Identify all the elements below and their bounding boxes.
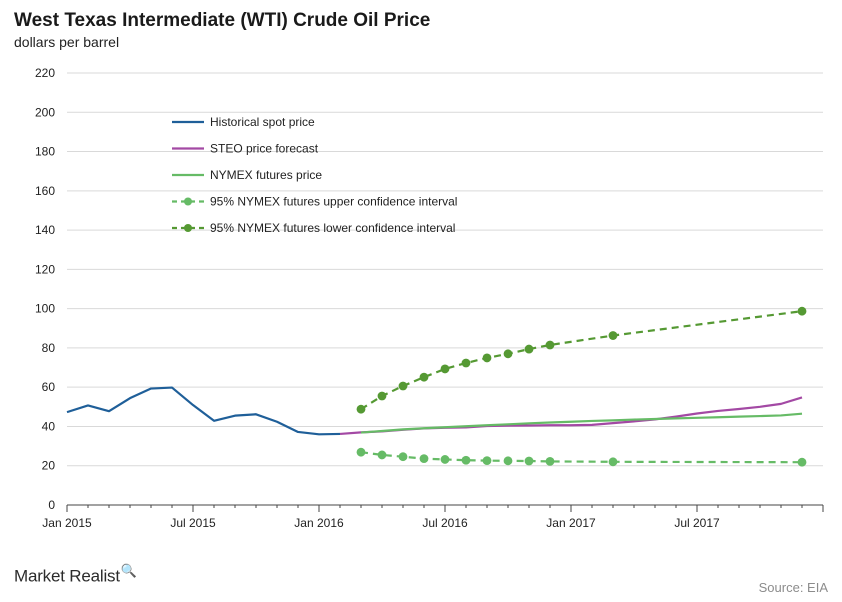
chart-subtitle: dollars per barrel [14, 34, 120, 50]
data-point [482, 456, 492, 466]
data-point [398, 452, 408, 462]
data-point [440, 455, 450, 464]
data-point [797, 306, 807, 316]
data-point [545, 340, 555, 350]
legend-marker [184, 197, 192, 206]
y-tick-label: 160 [35, 184, 55, 198]
data-point [482, 353, 492, 363]
y-tick-label: 60 [42, 380, 56, 394]
y-tick-label: 220 [35, 66, 55, 80]
legend-marker [184, 224, 192, 232]
data-point [419, 372, 429, 382]
series-lines [66, 306, 807, 467]
data-point [503, 349, 513, 359]
x-tick-label: Jul 2015 [170, 516, 216, 530]
data-point [545, 457, 555, 466]
data-point [377, 450, 387, 460]
series-line-5 [360, 310, 803, 411]
data-point [419, 454, 429, 464]
data-point [377, 391, 387, 401]
data-point [440, 364, 450, 374]
legend-label: STEO price forecast [210, 142, 319, 156]
brand-name: Market Realist [14, 566, 120, 586]
legend-label: NYMEX futures price [210, 168, 322, 182]
legend: Historical spot price STEO price forecast… [172, 115, 457, 235]
y-tick-label: 140 [35, 223, 55, 237]
chart-title: West Texas Intermediate (WTI) Crude Oil … [14, 10, 431, 31]
data-point [398, 381, 408, 391]
data-point [356, 447, 366, 457]
series-line-1 [66, 386, 341, 436]
source-note: Source: EIA [758, 580, 828, 595]
data-point [503, 456, 513, 466]
y-tick-label: 0 [48, 498, 55, 512]
legend-label: Historical spot price [210, 115, 315, 129]
x-tick-label: Jan 2016 [294, 516, 344, 530]
legend-label: 95% NYMEX futures upper confidence inter… [210, 195, 457, 209]
data-point [524, 456, 534, 466]
y-tick-label: 100 [35, 302, 55, 316]
data-point [356, 404, 366, 414]
x-tick-label: Jul 2016 [422, 516, 468, 530]
gridlines [67, 72, 823, 467]
data-point [608, 457, 618, 467]
x-tick-label: Jan 2015 [42, 516, 92, 530]
data-point [461, 358, 471, 368]
y-tick-label: 200 [35, 105, 55, 119]
series-line-3 [360, 412, 803, 434]
y-tick-label: 40 [42, 419, 56, 433]
y-tick-label: 80 [42, 341, 56, 355]
data-point [608, 331, 618, 340]
axes: 0 20 40 60 80 100 120 140 160 180 200 220 Jan 2015 Ju… [35, 66, 824, 530]
legend-label: 95% NYMEX futures lower confidence inter… [210, 221, 455, 235]
data-point [524, 344, 534, 354]
brand-logo: Market Realist🔍 [14, 563, 137, 587]
data-point [797, 457, 807, 467]
y-tick-label: 180 [35, 145, 55, 159]
y-tick-label: 20 [42, 459, 56, 473]
x-tick-label: Jul 2017 [674, 516, 720, 530]
data-point [461, 455, 471, 465]
y-tick-label: 120 [35, 262, 55, 276]
x-tick-label: Jan 2017 [546, 516, 596, 530]
magnifier-chart-icon: 🔍 [120, 563, 137, 578]
